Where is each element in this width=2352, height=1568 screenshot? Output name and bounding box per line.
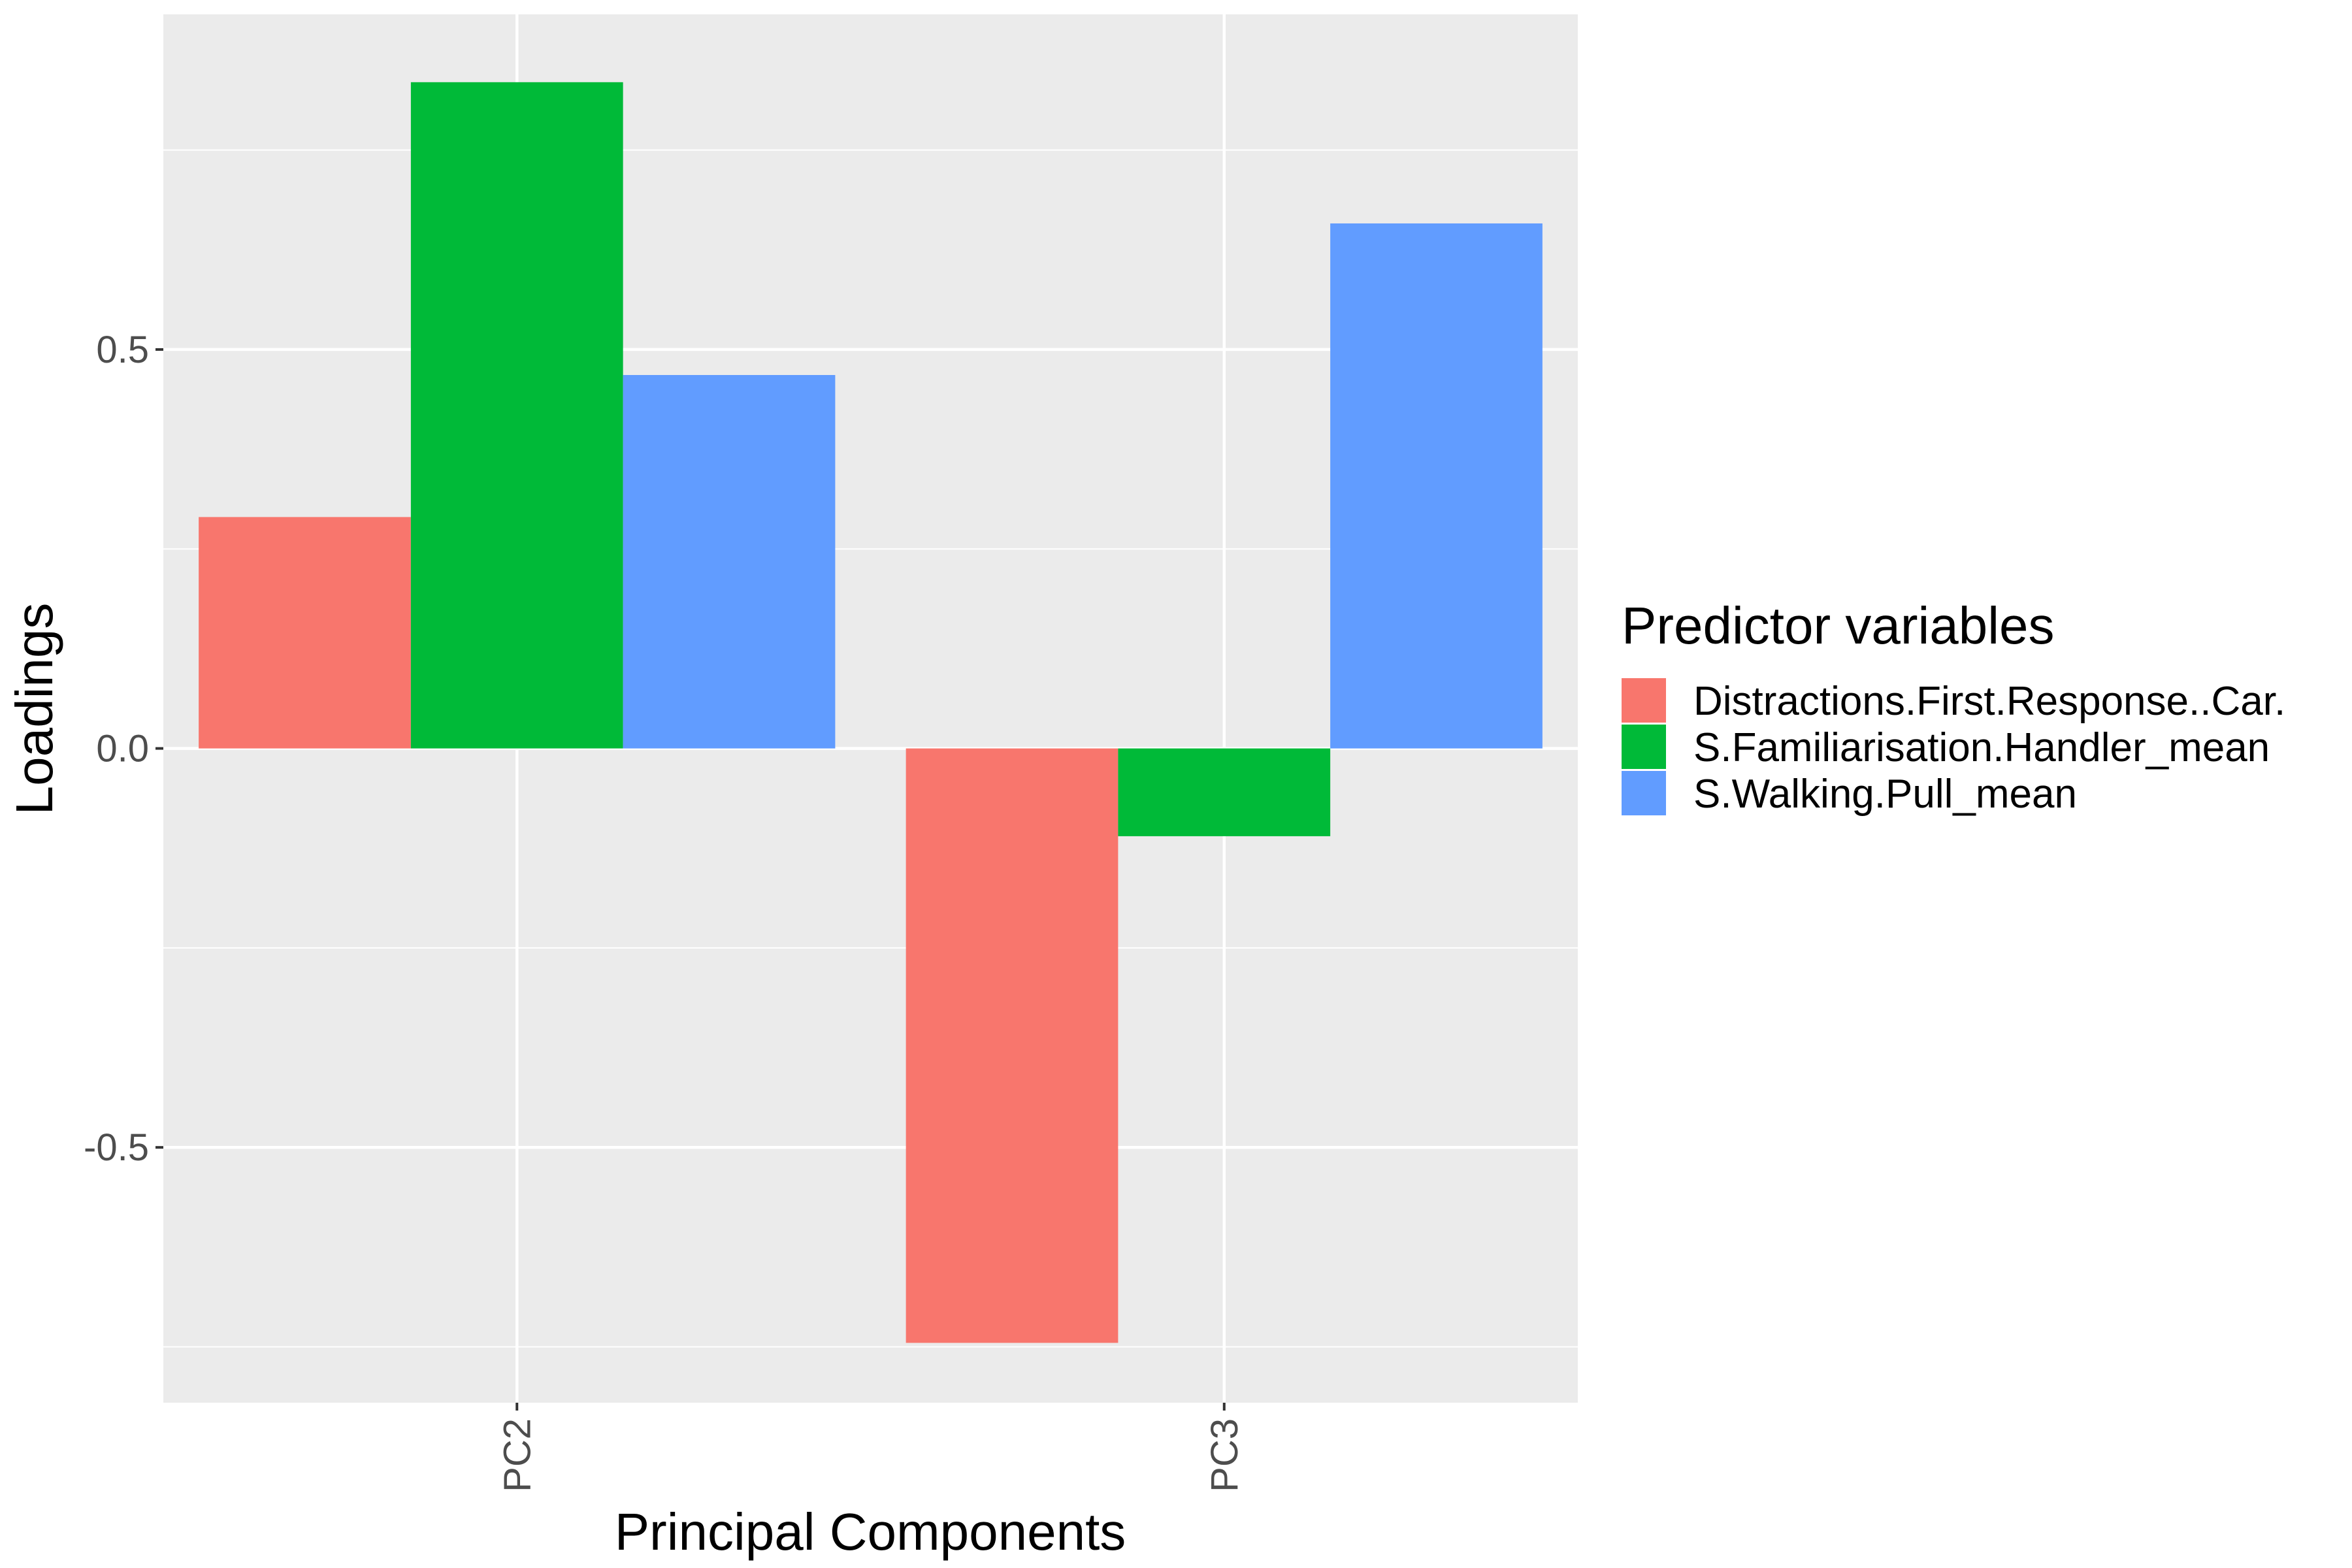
x-tick-label-pc2: PC2 (496, 1418, 538, 1492)
y-tick-label: -0.5 (84, 1126, 149, 1169)
legend: Predictor variables Distractions.First.R… (1622, 596, 2285, 817)
y-axis: -0.5 0.0 0.5 (84, 329, 163, 1169)
y-tick-label: 0.5 (96, 329, 149, 371)
x-axis-title: Principal Components (615, 1503, 1126, 1561)
bar-pc3-series-3 (1330, 223, 1543, 749)
legend-title: Predictor variables (1622, 596, 2055, 655)
x-tick-label-pc3: PC3 (1203, 1418, 1246, 1492)
legend-key-3 (1622, 771, 1666, 815)
y-tick-label: 0.0 (96, 728, 149, 770)
legend-label-2: S.Familiarisation.Handler_mean (1693, 725, 2270, 770)
bar-pc3-series-2 (1118, 748, 1331, 836)
legend-key-1 (1622, 678, 1666, 723)
bar-pc2-series-1 (199, 517, 411, 749)
legend-label-1: Distractions.First.Response..Car. (1693, 679, 2285, 724)
legend-key-2 (1622, 725, 1666, 769)
bar-pc3-series-1 (906, 748, 1119, 1343)
bars (199, 82, 1543, 1343)
bar-pc2-series-3 (623, 375, 836, 749)
x-axis: PC2 PC3 (496, 1403, 1246, 1492)
bar-pc2-series-2 (410, 82, 623, 749)
legend-label-3: S.Walking.Pull_mean (1693, 772, 2077, 817)
y-axis-title: Loadings (5, 603, 63, 815)
